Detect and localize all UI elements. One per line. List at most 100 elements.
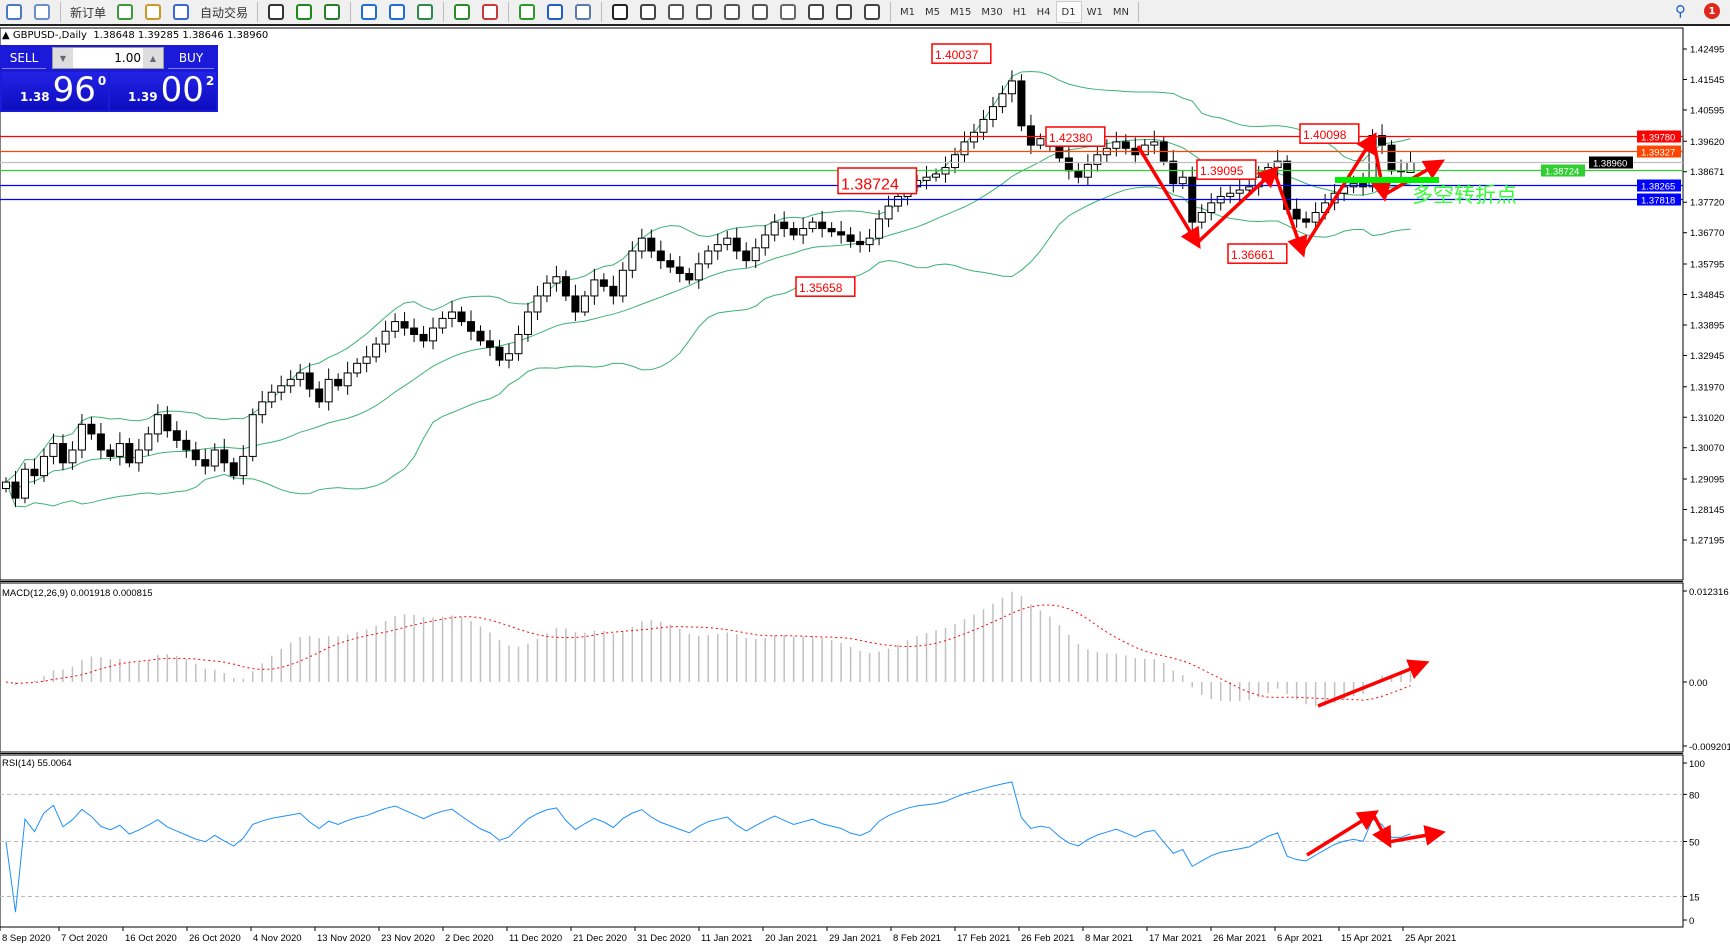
crosshair-button[interactable]	[636, 1, 660, 23]
date-label: 21 Dec 2020	[573, 933, 627, 944]
candle-body	[429, 327, 438, 342]
candle-body	[922, 176, 931, 181]
timeframe-m1[interactable]: M1	[900, 6, 916, 18]
vertical-line-button[interactable]	[664, 1, 688, 23]
lot-input[interactable]	[73, 51, 143, 65]
macd-arrow	[1317, 659, 1430, 708]
notification-badge[interactable]: 1	[1704, 3, 1720, 19]
new-chart-button[interactable]	[2, 1, 26, 23]
arrows-button[interactable]	[860, 1, 884, 23]
date-label: 20 Jan 2021	[765, 933, 817, 944]
candle-body	[438, 317, 447, 329]
search-icon[interactable]: ⚲	[1675, 2, 1686, 20]
new-order-button[interactable]: 新订单	[70, 5, 107, 20]
data-window-button[interactable]	[169, 1, 193, 23]
equidistant-channel-icon	[752, 4, 769, 20]
auto-trading-button[interactable]: 自动交易	[200, 5, 249, 20]
ask-fraction: 2	[205, 74, 215, 88]
date-label: 6 Apr 2021	[1277, 933, 1323, 944]
candle	[372, 337, 381, 363]
date-label: 26 Oct 2020	[189, 933, 241, 944]
candle-body	[1007, 80, 1016, 95]
candle-body	[590, 279, 599, 297]
timeframe-m5[interactable]: M5	[925, 6, 941, 18]
timeframe-h1[interactable]: H1	[1012, 6, 1027, 18]
candle	[467, 310, 476, 341]
auto-scroll-button[interactable]	[450, 1, 474, 23]
candle	[846, 227, 855, 248]
candle-body	[96, 433, 105, 451]
rsi-axis-label: 80	[1689, 790, 1700, 801]
profiles-button[interactable]	[30, 1, 54, 23]
bollinger-lower	[5, 186, 1411, 508]
candle	[391, 313, 400, 338]
line-chart-button[interactable]	[320, 1, 344, 23]
bid-price[interactable]: 1.38 96 0	[2, 72, 108, 110]
timeframe-w1[interactable]: W1	[1086, 6, 1103, 18]
zoom-in-button[interactable]	[357, 1, 381, 23]
price-annotation: 1.40098	[1303, 128, 1347, 142]
tile-windows-button[interactable]	[413, 1, 437, 23]
candle-body	[353, 362, 362, 374]
date-label: 16 Oct 2020	[125, 933, 177, 944]
candle	[68, 441, 77, 470]
text-label-button[interactable]	[832, 1, 856, 23]
candle	[875, 210, 884, 246]
candle	[742, 242, 751, 268]
candle	[343, 361, 352, 395]
bar-chart-button[interactable]	[264, 1, 288, 23]
candle-body	[1311, 212, 1320, 223]
candle-body	[267, 391, 276, 403]
fibonacci-button[interactable]	[776, 1, 800, 23]
candle	[362, 345, 371, 373]
trendline-icon	[724, 4, 741, 20]
periods-button[interactable]	[543, 1, 567, 23]
price-line-label-bg	[1637, 193, 1681, 206]
candle-body	[1064, 157, 1073, 172]
buy-button[interactable]: BUY	[168, 47, 214, 69]
timeframe-h4[interactable]: H4	[1036, 6, 1051, 18]
text-button[interactable]	[804, 1, 828, 23]
candle	[1178, 170, 1187, 190]
timeframe-mn[interactable]: MN	[1112, 6, 1129, 18]
candle-body	[2, 481, 10, 489]
sell-button[interactable]: SELL	[2, 47, 46, 69]
candle-body	[647, 237, 656, 252]
timeframe-m30[interactable]: M30	[981, 6, 1003, 18]
price-annotation: 1.39095	[1200, 164, 1244, 178]
zoom-out-button[interactable]	[385, 1, 409, 23]
candle-body	[656, 250, 665, 262]
ask-price[interactable]: 1.39 00 2	[110, 72, 216, 110]
candle-body	[998, 93, 1007, 108]
candle-body	[106, 449, 115, 457]
market-watch-button[interactable]	[113, 1, 137, 23]
horizontal-line-button[interactable]	[692, 1, 716, 23]
candle-body	[628, 250, 637, 271]
templates-button[interactable]	[571, 1, 595, 23]
arrows-icon	[864, 4, 881, 20]
equidistant-channel-button[interactable]	[748, 1, 772, 23]
cursor-button[interactable]	[608, 1, 632, 23]
candlestick-button[interactable]	[292, 1, 316, 23]
timeframe-d1[interactable]: D1	[1055, 1, 1082, 23]
candle	[590, 268, 599, 305]
timeframe-m15[interactable]: M15	[950, 6, 972, 18]
candle	[296, 363, 305, 387]
macd-pane-frame	[0, 582, 1684, 753]
candle	[163, 406, 172, 438]
candle-body	[258, 401, 267, 416]
candle	[704, 245, 713, 269]
lot-decrease-button[interactable]: ▼	[53, 48, 73, 68]
candle-body	[381, 330, 390, 345]
lot-increase-button[interactable]: ▲	[143, 48, 163, 68]
candle	[1150, 130, 1159, 155]
navigator-button[interactable]	[141, 1, 165, 23]
indicators-button[interactable]	[515, 1, 539, 23]
trendline-button[interactable]	[720, 1, 744, 23]
date-label: 2 Dec 2020	[445, 933, 494, 944]
price-annotation-box	[795, 276, 856, 297]
candle-body	[324, 378, 333, 403]
candle-body	[694, 263, 703, 281]
chart-shift-button[interactable]	[478, 1, 502, 23]
